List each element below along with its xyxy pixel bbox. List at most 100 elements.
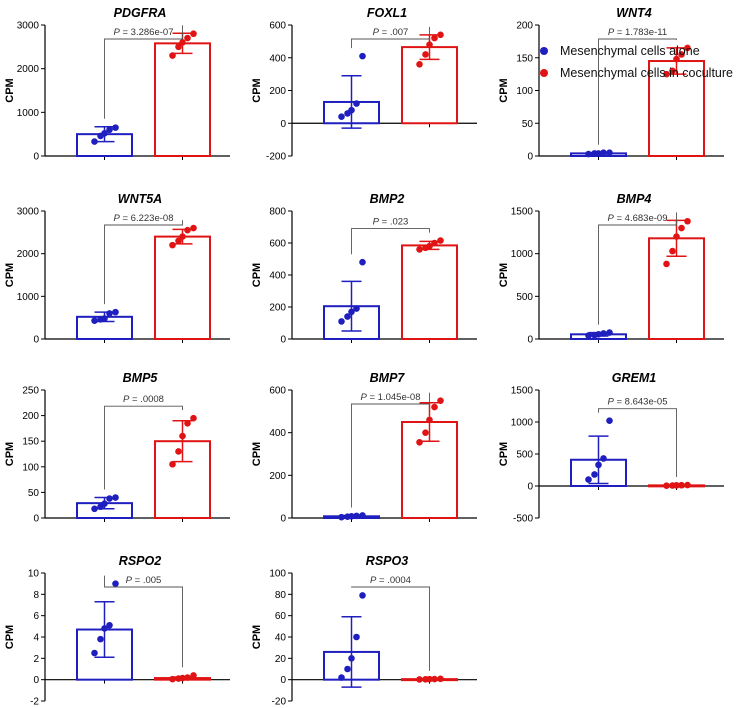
legend-entry-coculture: Mesenchymal cells in coculture: [540, 62, 733, 84]
y-tick-label: -200: [266, 152, 286, 163]
y-tick-label: 50: [522, 119, 534, 130]
chart-title-rspo3: RSPO3: [366, 554, 408, 568]
chart-title-foxl1: FOXL1: [367, 6, 407, 20]
data-point: [431, 675, 438, 683]
y-tick-label: 1000: [17, 108, 40, 119]
chart-title-wnt5a: WNT5A: [118, 192, 162, 206]
data-point: [344, 665, 351, 673]
chart-bmp2: BMP2 CPM 0 200 400 600 800 P = .023: [251, 192, 477, 346]
significance-bracket: [351, 228, 430, 255]
chart-bmp7: BMP7 CPM 0 200 400 600 P = 1.045e-08: [251, 371, 477, 525]
data-point: [348, 106, 355, 114]
y-tick-label: 600: [269, 21, 286, 32]
y-tick-label: 600: [269, 386, 286, 397]
data-point: [422, 51, 429, 58]
data-point: [416, 438, 423, 446]
p-value-label: P = 1.045e-08: [361, 392, 421, 403]
p-value-label: P = .0008: [123, 394, 164, 405]
y-tick-label: 200: [22, 411, 39, 422]
data-point: [416, 246, 423, 253]
data-point: [684, 44, 691, 52]
y-tick-label: 0: [33, 514, 39, 525]
p-value-label: P = .023: [373, 217, 409, 228]
data-point: [591, 471, 598, 478]
data-point: [359, 592, 366, 599]
data-point: [353, 100, 360, 107]
data-point: [101, 129, 108, 137]
data-point: [359, 258, 366, 266]
y-tick-label: 8: [33, 590, 39, 601]
y-tick-label: 200: [269, 303, 286, 314]
data-point: [426, 41, 433, 48]
y-axis-label: CPM: [498, 442, 510, 466]
data-point: [179, 674, 186, 682]
y-tick-label: 200: [516, 21, 533, 32]
y-tick-label: 60: [275, 611, 287, 622]
data-point: [184, 34, 191, 42]
y-tick-label: 250: [22, 386, 39, 397]
y-tick-label: 400: [269, 53, 286, 64]
chart-foxl1: FOXL1 CPM -200 0 200 400 600 P = .007: [251, 6, 477, 163]
y-tick-label: 1000: [511, 249, 534, 260]
chart-rspo2: RSPO2 CPM -2 0 2 4 6 8 10 P = .005: [4, 554, 230, 708]
significance-bracket: [351, 586, 430, 671]
y-tick-label: 0: [33, 152, 39, 163]
data-point: [600, 149, 607, 157]
data-point: [101, 315, 108, 322]
data-point: [663, 70, 670, 78]
data-point: [91, 649, 98, 657]
data-point: [175, 448, 182, 455]
y-tick-label: 4: [33, 633, 39, 644]
chart-title-bmp7: BMP7: [370, 371, 406, 385]
p-value-label: P = .0004: [370, 575, 411, 586]
data-point: [663, 260, 670, 268]
data-point: [338, 113, 345, 120]
y-tick-label: 200: [269, 471, 286, 482]
data-point: [97, 635, 104, 643]
y-tick-label: 500: [516, 450, 533, 461]
chart-wnt5a: WNT5A CPM 0 1000 2000 3000 P = 6.223e-08: [4, 192, 230, 346]
data-point: [101, 500, 108, 507]
data-point: [585, 476, 592, 483]
significance-bracket: [598, 38, 677, 145]
y-tick-label: 100: [22, 462, 39, 473]
data-point: [112, 494, 119, 501]
y-axis-label: CPM: [251, 442, 263, 466]
data-point: [673, 55, 680, 63]
data-point: [169, 52, 176, 59]
data-point: [353, 633, 360, 641]
y-tick-label: 1000: [511, 418, 534, 429]
bar-coculture: [401, 244, 458, 340]
y-tick-label: 40: [275, 633, 287, 644]
significance-bracket: [104, 25, 183, 119]
significance-bracket: [598, 408, 677, 478]
y-tick-label: 150: [22, 437, 39, 448]
data-point: [426, 242, 433, 250]
chart-pdgfra: PDGFRA CPM 0 1000 2000 3000 P = 3.286e-07: [4, 6, 230, 163]
data-point: [348, 512, 355, 520]
data-point: [169, 675, 176, 683]
data-point: [426, 416, 433, 424]
chart-title-bmp2: BMP2: [370, 192, 405, 206]
data-point: [431, 239, 438, 247]
y-tick-label: 0: [527, 152, 533, 163]
data-point: [169, 460, 176, 468]
data-point: [179, 432, 186, 440]
data-point: [678, 481, 685, 489]
y-tick-label: 800: [269, 207, 286, 218]
data-point: [184, 419, 191, 427]
chart-bmp4: BMP4 CPM 0 500 1000 1500 P = 4.683e-09: [498, 192, 724, 346]
data-point: [663, 482, 670, 489]
y-tick-label: -2: [30, 697, 39, 708]
p-value-label: P = .007: [373, 27, 409, 38]
data-point: [112, 580, 119, 587]
legend-label-alone: Mesenchymal cells alone: [560, 44, 700, 58]
p-value-label: P = 6.223e-08: [114, 213, 174, 224]
legend-marker-alone: [540, 47, 548, 55]
data-point: [669, 67, 676, 75]
y-axis-label: CPM: [4, 263, 16, 287]
data-point: [359, 52, 366, 60]
y-tick-label: 0: [33, 675, 39, 686]
data-point: [112, 308, 119, 316]
y-tick-label: 0: [280, 675, 286, 686]
